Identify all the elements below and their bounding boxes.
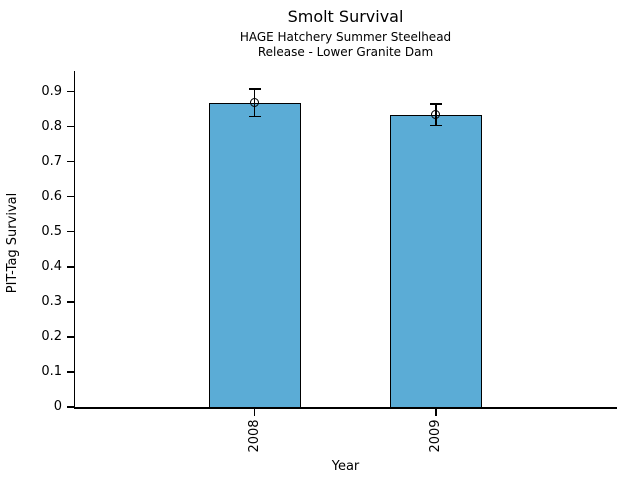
y-tick bbox=[66, 195, 74, 198]
chart-title: Smolt Survival bbox=[287, 7, 404, 26]
y-tick bbox=[66, 266, 74, 268]
chart-subtitle-line1: HAGE Hatchery Summer Steelhead bbox=[239, 30, 452, 44]
y-tick bbox=[66, 230, 74, 233]
y-tick bbox=[66, 336, 74, 338]
error-marker-circle bbox=[250, 98, 260, 108]
x-tick-label-2008: 2008 bbox=[246, 419, 262, 453]
error-bar-cap-top bbox=[248, 88, 261, 90]
y-tick-label: 0 bbox=[53, 399, 62, 414]
bar-2009 bbox=[389, 114, 482, 409]
y-tick bbox=[66, 90, 74, 93]
y-tick-label: 0.8 bbox=[41, 118, 62, 134]
y-tick-label: 0.2 bbox=[41, 328, 62, 344]
y-tick bbox=[66, 371, 74, 373]
y-tick-label: 0.3 bbox=[41, 293, 62, 309]
y-tick-label: 0.1 bbox=[41, 363, 62, 379]
y-tick-label: 0.9 bbox=[41, 83, 62, 99]
error-bar-cap-bottom bbox=[429, 124, 442, 127]
chart-subtitle-line2: Release - Lower Granite Dam bbox=[257, 45, 434, 59]
error-bar-cap-bottom bbox=[248, 115, 261, 118]
y-tick-label: 0.7 bbox=[41, 153, 62, 169]
y-tick bbox=[66, 160, 74, 163]
y-tick bbox=[66, 125, 74, 128]
y-tick-label: 0.5 bbox=[41, 223, 62, 239]
error-bar-cap-top bbox=[429, 103, 442, 105]
x-tick bbox=[435, 408, 437, 416]
y-tick-label: 0.4 bbox=[41, 258, 62, 274]
y-tick bbox=[66, 301, 74, 303]
x-tick bbox=[253, 408, 256, 416]
y-tick-label: 0.6 bbox=[41, 188, 62, 204]
x-axis-spine bbox=[73, 407, 617, 409]
y-axis-spine bbox=[73, 71, 75, 409]
error-marker-circle bbox=[431, 110, 441, 120]
y-tick bbox=[66, 406, 74, 408]
x-axis-label: Year bbox=[331, 459, 360, 474]
bar-2008 bbox=[208, 102, 301, 409]
x-tick-label-2009: 2009 bbox=[427, 419, 443, 453]
